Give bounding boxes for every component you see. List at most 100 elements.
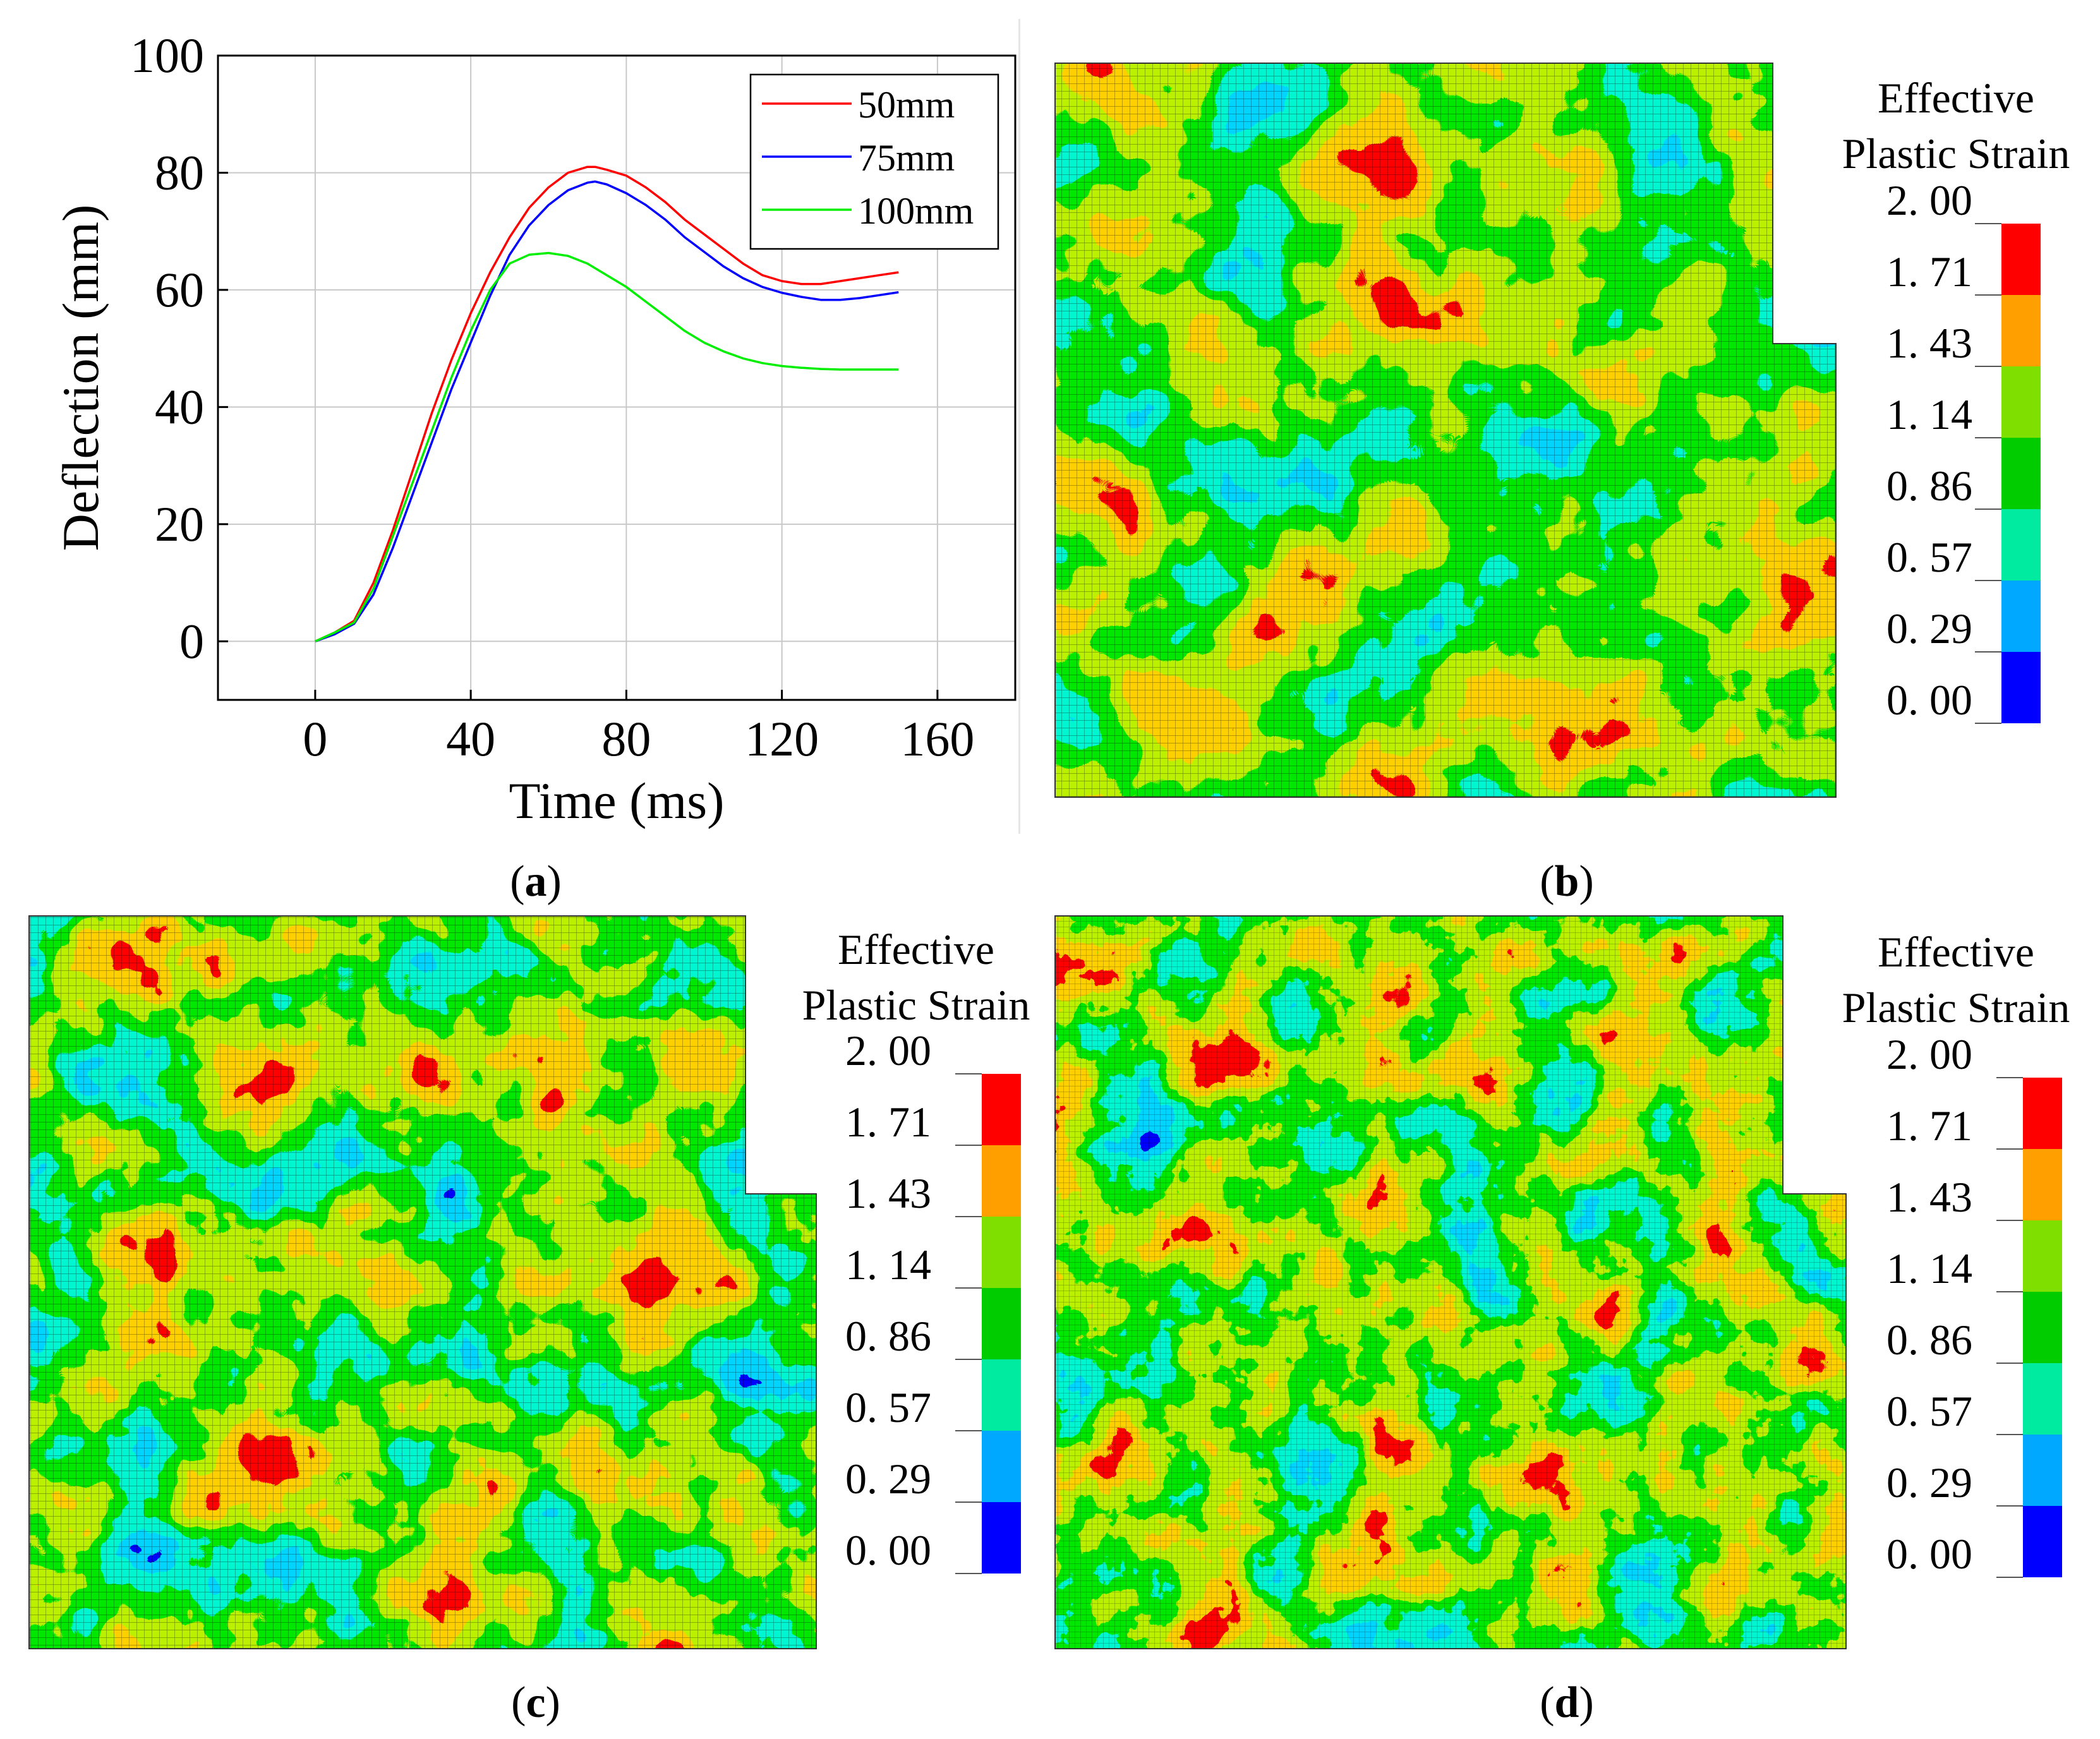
svg-text:(d): (d)	[1540, 1678, 1594, 1727]
x-tick-label: 80	[601, 711, 651, 766]
scale-label: 2. 00	[1886, 176, 1972, 224]
scale-label: 0. 29	[845, 1455, 931, 1503]
scale-label: 0. 57	[845, 1383, 931, 1431]
scale-label: 0. 29	[1886, 1459, 1972, 1507]
legend-label: 100mm	[858, 190, 974, 232]
scale-color-segment	[2023, 1363, 2062, 1435]
x-tick-label: 120	[745, 711, 819, 766]
panel-b-contour-field	[1055, 63, 1836, 797]
scale-color-segment	[2001, 509, 2041, 581]
scale-title-line: Plastic Strain	[802, 981, 1030, 1029]
panel-b-outline	[1054, 63, 1837, 798]
scale-color-segment	[982, 1502, 1021, 1574]
scale-label: 1. 71	[1886, 1102, 1972, 1150]
series-line-100mm	[315, 251, 899, 642]
scale-label: 0. 00	[1886, 676, 1972, 724]
y-tick-label: 40	[155, 379, 204, 434]
scale-label: 0. 00	[845, 1526, 931, 1574]
panel-a-ticks: 0 40 80 120 160 0 20 40 60 80 100	[130, 28, 974, 766]
y-tick-label: 60	[155, 262, 204, 317]
panel-a-x-axis-label: Time (ms)	[509, 772, 725, 829]
scale-color-segment	[2023, 1149, 2062, 1220]
panel-a-line-chart: 0 40 80 120 160 0 20 40 60 80 100 50mm 75mm 100mm Ti…	[52, 28, 1017, 829]
scale-color-segment	[982, 1217, 1021, 1288]
scale-color-segment	[982, 1431, 1021, 1502]
scale-label: 1. 14	[1886, 390, 1972, 438]
scale-color-segment	[2023, 1435, 2062, 1506]
scale-title-line: Effective	[1878, 928, 2034, 976]
panel-d-outline	[1054, 915, 1847, 1649]
y-tick-label: 20	[155, 496, 204, 551]
scale-label: 1. 14	[1886, 1244, 1972, 1292]
svg-text:(b): (b)	[1540, 857, 1594, 906]
scale-color-segment	[2023, 1292, 2062, 1363]
panel-c-contour	[28, 915, 817, 1649]
x-tick-label: 40	[446, 711, 495, 766]
scale-color-segment	[2001, 224, 2041, 295]
y-tick-label: 100	[130, 28, 204, 83]
scale-label: 0. 86	[1886, 462, 1972, 510]
panel-separator	[1018, 19, 1020, 834]
scale-label: 1. 14	[845, 1241, 931, 1289]
scale-color-segment	[2001, 295, 2041, 366]
caption-c-letter: c	[526, 1678, 545, 1727]
scale-color-segment	[2023, 1220, 2062, 1292]
x-tick-label: 160	[900, 711, 974, 766]
scale-color-segment	[982, 1359, 1021, 1431]
scale-label: 2. 00	[1886, 1030, 1972, 1078]
scale-color-segment	[982, 1288, 1021, 1359]
caption-d-letter: d	[1555, 1678, 1579, 1727]
caption-d: (d)	[1540, 1678, 1594, 1727]
legend-label: 75mm	[858, 137, 955, 179]
scale-label: 1. 43	[1886, 319, 1972, 367]
scale-title-line: Effective	[838, 925, 994, 973]
caption-c: (c)	[511, 1678, 560, 1727]
x-tick-label: 0	[303, 711, 327, 766]
panel-c-contour-field	[29, 916, 816, 1649]
scale-label: 0. 57	[1886, 1387, 1972, 1435]
scale-title-line: Plastic Strain	[1842, 129, 2070, 178]
panel-c-outline	[28, 915, 817, 1649]
caption-b-letter: b	[1555, 857, 1579, 906]
scale-label: 1. 71	[845, 1098, 931, 1146]
scale-title-line: Effective	[1878, 74, 2034, 122]
scale-label: 2. 00	[845, 1026, 931, 1074]
scale-label: 0. 00	[1886, 1530, 1972, 1578]
scale-label: 0. 86	[845, 1312, 931, 1360]
panel-a-plot-frame	[217, 54, 1017, 701]
scale-title-line: Plastic Strain	[1842, 984, 2070, 1032]
scale-color-segment	[982, 1145, 1021, 1217]
scale-color-segment	[2001, 366, 2041, 438]
panel-b-contour	[1054, 63, 1837, 798]
caption-b: (b)	[1540, 857, 1594, 906]
y-tick-label: 0	[179, 613, 204, 668]
panel-a-legend: 50mm 75mm 100mm	[749, 73, 999, 250]
scale-label: 1. 43	[1886, 1173, 1972, 1221]
svg-text:(c): (c)	[511, 1678, 560, 1727]
scale-color-segment	[2001, 652, 2041, 723]
svg-text:(a): (a)	[510, 857, 562, 906]
scale-label: 0. 86	[1886, 1316, 1972, 1364]
scale-label: 1. 43	[845, 1169, 931, 1217]
panel-d-contour	[1054, 915, 1847, 1649]
y-tick-label: 80	[155, 145, 204, 200]
scale-color-segment	[2001, 438, 2041, 509]
series-line-75mm	[315, 180, 899, 642]
scale-color-segment	[982, 1074, 1021, 1145]
scale-label: 0. 57	[1886, 533, 1972, 581]
scale-color-segment	[2023, 1506, 2062, 1577]
legend-label: 50mm	[858, 84, 955, 126]
scale-label: 1. 71	[1886, 248, 1972, 296]
panel-d-contour-field	[1055, 916, 1846, 1649]
panel-a-y-axis-label: Deflection (mm)	[52, 205, 109, 551]
series-line-50mm	[315, 165, 899, 642]
scale-color-segment	[2023, 1078, 2062, 1149]
scale-label: 0. 29	[1886, 605, 1972, 653]
panel-a-series	[315, 165, 899, 642]
scale-color-segment	[2001, 581, 2041, 652]
caption-a: (a)	[510, 857, 562, 906]
